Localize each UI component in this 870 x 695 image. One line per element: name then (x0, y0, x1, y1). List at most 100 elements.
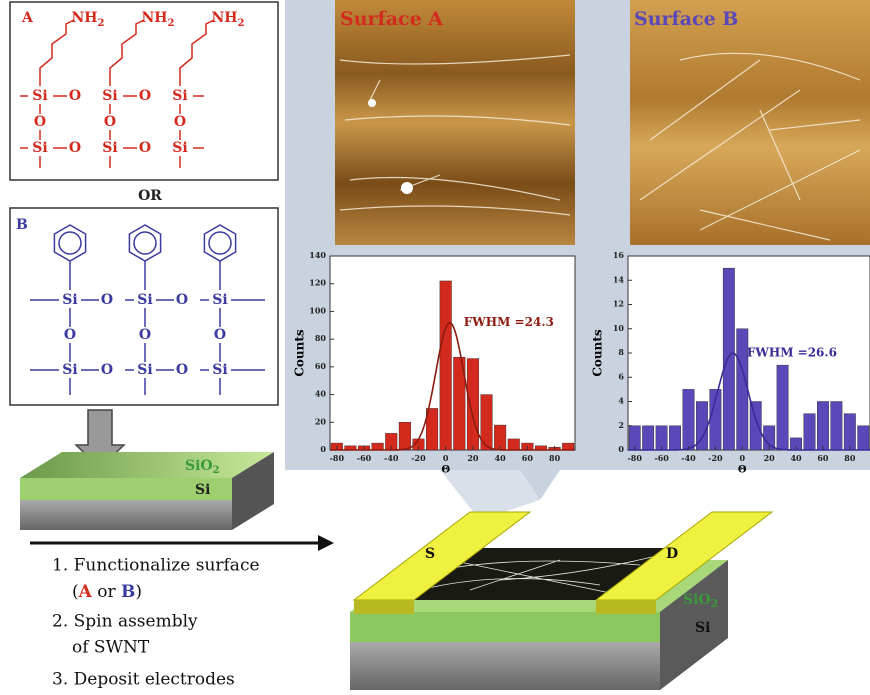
silicon-atom: Si (212, 292, 227, 308)
y-tick-label: 100 (309, 305, 326, 315)
x-tick-label: 20 (764, 453, 776, 463)
device-silicon (350, 642, 660, 690)
x-tick-label: 40 (790, 453, 802, 463)
x-tick-label: 40 (495, 453, 507, 463)
chart-title: Surface A (340, 8, 443, 30)
x-tick-label: 80 (549, 453, 561, 463)
y-tick-label: 10 (613, 323, 625, 333)
x-tick-label: -60 (654, 453, 669, 463)
bar (723, 268, 734, 450)
silicon-atom: Si (62, 362, 77, 378)
x-axis-label: Θ (738, 465, 747, 476)
step-1: 1. Functionalize surface (52, 556, 260, 576)
device-silicon-label: Si (695, 620, 710, 636)
silicon-atom: Si (32, 140, 47, 156)
bar (750, 402, 761, 451)
plot-area (330, 256, 575, 450)
bar (372, 443, 384, 450)
chart-title: Surface B (634, 8, 738, 30)
y-tick-label: 8 (618, 347, 624, 357)
oxygen-atom: O (139, 140, 151, 156)
x-tick-label: 0 (443, 453, 449, 463)
substrate-silicon: Si (195, 482, 210, 498)
silicon-atom: Si (137, 362, 152, 378)
afm-particle (401, 182, 413, 194)
source-label: S (425, 546, 435, 562)
y-tick-label: 40 (315, 389, 327, 399)
step-3: 3. Deposit electrodes (52, 670, 235, 690)
silicon-layer (20, 500, 232, 530)
oxygen-atom: O (174, 114, 186, 130)
silicon-atom: Si (137, 292, 152, 308)
y-axis-label: Counts (293, 329, 307, 377)
structure-a-label: A (21, 10, 34, 26)
x-tick-label: 80 (844, 453, 856, 463)
bar (817, 402, 828, 451)
step-2b: of SWNT (72, 638, 150, 658)
x-tick-label: -40 (384, 453, 399, 463)
oxygen-atom: O (176, 362, 188, 378)
bar (858, 426, 869, 450)
silicon-atom: Si (32, 88, 47, 104)
oxygen-atom: O (69, 140, 81, 156)
x-tick-label: 0 (739, 453, 745, 463)
bar (844, 414, 855, 450)
bar (777, 365, 788, 450)
step-2: 2. Spin assembly (52, 612, 198, 632)
silicon-atom: Si (172, 140, 187, 156)
drain-edge (596, 600, 656, 614)
oxygen-atom: O (101, 362, 113, 378)
source-edge (354, 600, 414, 614)
x-tick-label: -20 (708, 453, 723, 463)
y-tick-label: 16 (613, 250, 625, 260)
bar (669, 426, 680, 450)
bar (399, 422, 411, 450)
structure-b-label: B (16, 217, 28, 233)
y-tick-label: 20 (315, 416, 327, 426)
oxygen-atom: O (69, 88, 81, 104)
bar (508, 439, 520, 450)
x-tick-label: 60 (522, 453, 534, 463)
substrate-top (20, 452, 274, 478)
x-axis-label: Θ (441, 465, 450, 476)
bar (683, 389, 694, 450)
or-label: OR (138, 188, 162, 204)
afm-particle (368, 99, 376, 107)
bar (642, 426, 653, 450)
silicon-atom: Si (62, 292, 77, 308)
x-tick-label: -80 (627, 453, 642, 463)
x-tick-label: -20 (411, 453, 426, 463)
y-tick-label: 4 (618, 396, 624, 406)
oxygen-atom: O (214, 327, 226, 343)
y-axis-label: Counts (591, 329, 605, 377)
drain-label: D (666, 546, 678, 562)
oxygen-atom: O (101, 292, 113, 308)
bar (562, 443, 574, 450)
device-oxide (350, 612, 660, 642)
silicon-atom: Si (102, 140, 117, 156)
x-tick-label: -60 (357, 453, 372, 463)
y-tick-label: 120 (309, 278, 326, 288)
y-tick-label: 0 (618, 444, 624, 454)
bar (440, 281, 452, 450)
fwhm-label: FWHM =26.6 (747, 346, 837, 360)
oxygen-atom: O (104, 114, 116, 130)
y-tick-label: 140 (309, 250, 326, 260)
x-tick-label: -80 (330, 453, 345, 463)
oxygen-atom: O (139, 88, 151, 104)
y-tick-label: 6 (618, 371, 624, 381)
silicon-atom: Si (102, 88, 117, 104)
bar (467, 359, 479, 450)
process-arrowhead (318, 535, 334, 551)
step-1-note: (A or B) (72, 582, 142, 602)
figure: OR SiO2 Si 1. Functionalize surface (A o… (0, 0, 870, 695)
y-tick-label: 14 (613, 274, 625, 284)
oxygen-atom: O (176, 292, 188, 308)
oxygen-atom: O (139, 327, 151, 343)
bar (804, 414, 815, 450)
x-tick-label: 60 (817, 453, 829, 463)
y-tick-label: 0 (320, 444, 326, 454)
silicon-atom: Si (172, 88, 187, 104)
y-tick-label: 12 (613, 299, 624, 309)
x-tick-label: -40 (681, 453, 696, 463)
